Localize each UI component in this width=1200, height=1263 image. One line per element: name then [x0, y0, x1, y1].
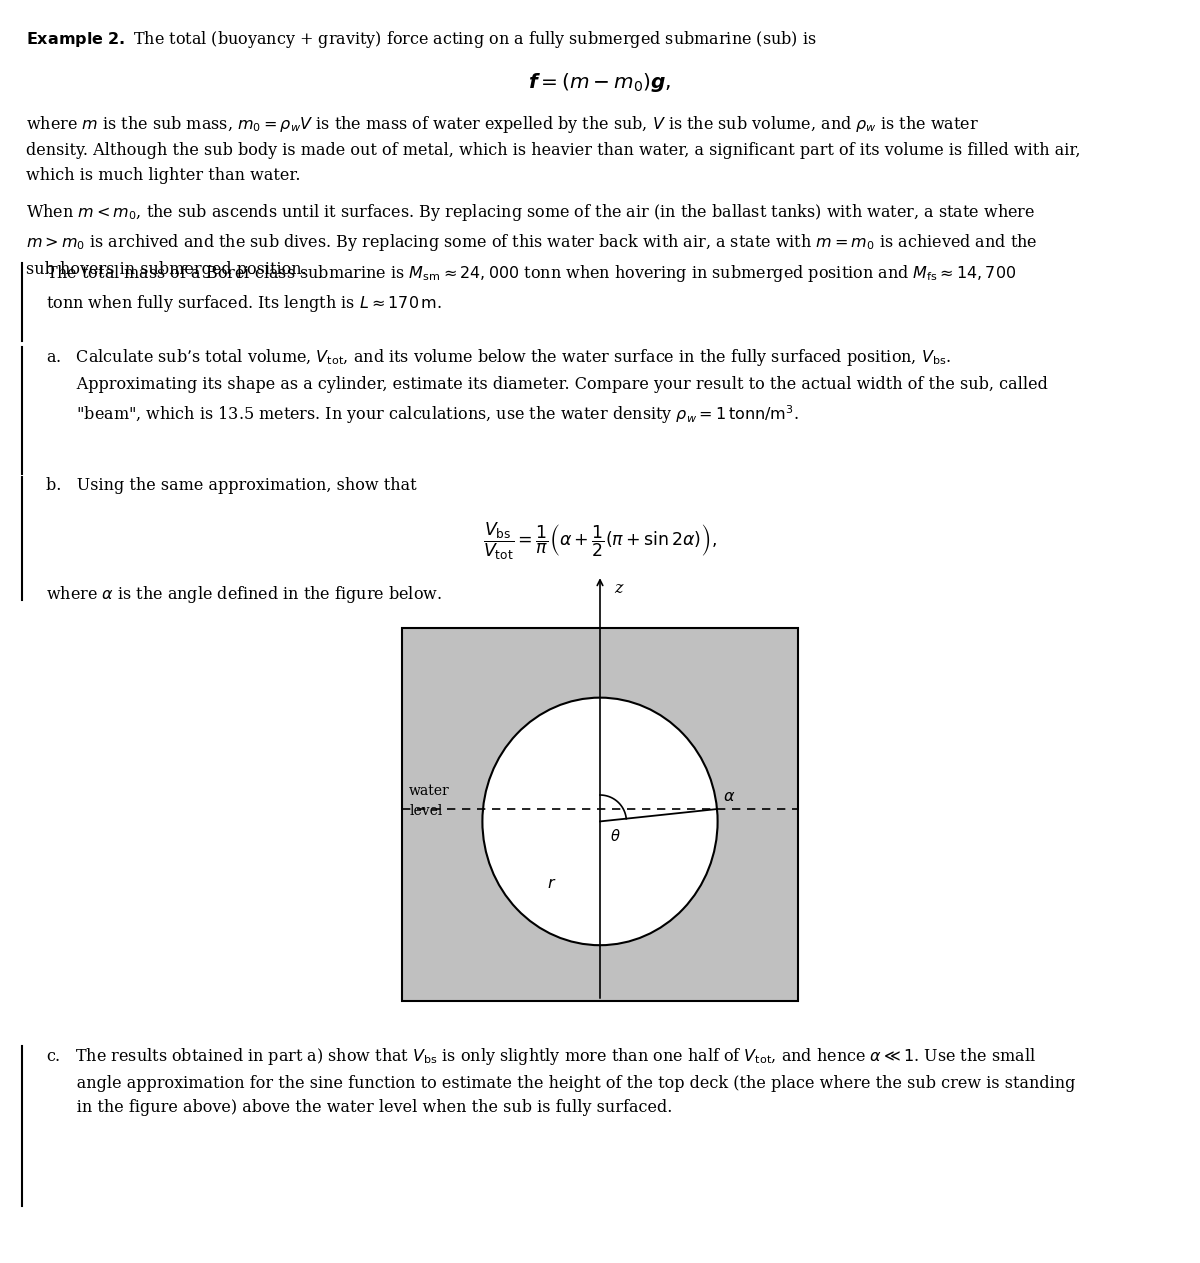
Text: $\dfrac{V_{\rm bs}}{V_{\rm tot}} = \dfrac{1}{\pi}\left(\alpha + \dfrac{1}{2}(\pi: $\dfrac{V_{\rm bs}}{V_{\rm tot}} = \dfra…: [484, 520, 716, 562]
Text: $\boldsymbol{f} = (m - m_0)\boldsymbol{g},$: $\boldsymbol{f} = (m - m_0)\boldsymbol{g…: [528, 71, 672, 93]
Text: a.   Calculate sub’s total volume, $V_{\rm tot}$, and its volume below the water: a. Calculate sub’s total volume, $V_{\rm…: [46, 347, 1048, 426]
Text: where $m$ is the sub mass, $m_0 = \rho_w V$ is the mass of water expelled by the: where $m$ is the sub mass, $m_0 = \rho_w…: [26, 114, 1081, 184]
Text: water: water: [409, 784, 450, 798]
Text: $\alpha$: $\alpha$: [724, 788, 736, 805]
Text: where $\alpha$ is the angle defined in the figure below.: where $\alpha$ is the angle defined in t…: [46, 584, 442, 605]
Text: $\theta$: $\theta$: [610, 827, 620, 844]
Text: c.   The results obtained in part a) show that $V_{\rm bs}$ is only slightly mor: c. The results obtained in part a) show …: [46, 1046, 1075, 1116]
Text: b.   Using the same approximation, show that: b. Using the same approximation, show th…: [46, 477, 416, 494]
Text: z: z: [614, 581, 623, 597]
Text: When $m < m_0$, the sub ascends until it surfaces. By replacing some of the air : When $m < m_0$, the sub ascends until it…: [26, 202, 1038, 278]
Text: The total mass of a Borei-class submarine is $M_{\rm sm} \approx 24,000$ tonn wh: The total mass of a Borei-class submarin…: [46, 263, 1016, 313]
Text: level: level: [409, 805, 443, 818]
Text: $\mathbf{Example\ 2.}$ The total (buoyancy + gravity) force acting on a fully su: $\mathbf{Example\ 2.}$ The total (buoyan…: [26, 29, 817, 51]
Bar: [402, 629, 798, 1000]
Circle shape: [482, 697, 718, 945]
Text: $r$: $r$: [547, 875, 557, 892]
